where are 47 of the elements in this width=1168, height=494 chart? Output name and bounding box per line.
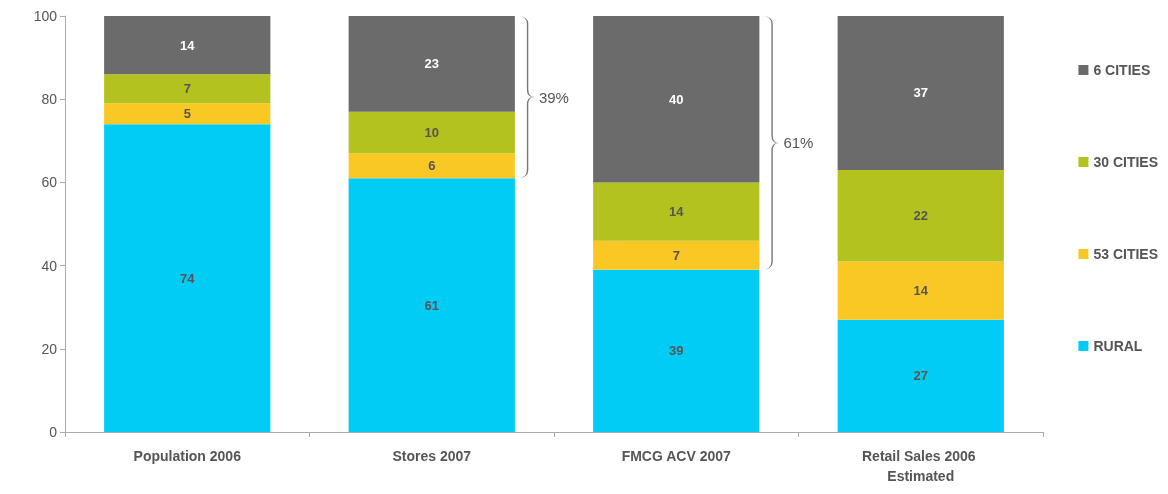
data-label: 22 — [913, 208, 928, 224]
legend-label: 53 CITIES — [1093, 246, 1159, 262]
bar — [104, 124, 271, 432]
bar — [348, 16, 515, 112]
annotation: 39% — [538, 88, 569, 106]
data-label: 10 — [424, 124, 439, 140]
x-tick-label: FMCG ACV 2007 — [621, 448, 732, 464]
data-label: 14 — [180, 37, 196, 53]
data-label: 7 — [672, 247, 680, 263]
y-tick-label: 20 — [41, 340, 58, 357]
bar — [348, 178, 515, 432]
bar — [837, 261, 1004, 320]
legend-label: 6 CITIES — [1093, 62, 1151, 78]
bar — [104, 16, 271, 75]
bar — [104, 103, 271, 125]
bar — [837, 16, 1004, 170]
annotation: 61% — [783, 134, 814, 152]
data-label: 74 — [180, 270, 196, 286]
data-label: 27 — [913, 368, 928, 384]
data-label: 14 — [913, 283, 929, 299]
bar — [593, 269, 760, 432]
bar — [837, 169, 1004, 262]
bar — [104, 74, 271, 104]
data-label: 37 — [913, 85, 928, 101]
y-tick-label: 80 — [41, 91, 58, 108]
data-label: 40 — [669, 91, 684, 107]
data-label: 39 — [669, 343, 684, 359]
x-tick-label: Stores 2007 — [392, 448, 472, 464]
data-label: 14 — [669, 204, 685, 220]
data-label: 23 — [424, 56, 439, 72]
legend-label: 30 CITIES — [1093, 154, 1159, 170]
bar — [348, 111, 515, 154]
bar — [593, 240, 760, 270]
data-label: 6 — [428, 158, 436, 174]
data-label: 7 — [183, 81, 191, 97]
y-tick-label: 60 — [41, 174, 58, 191]
legend-label: RURAL — [1093, 338, 1143, 354]
y-tick-label: 0 — [49, 424, 58, 440]
y-tick-label: 100 — [33, 8, 58, 24]
y-tick-label: 40 — [41, 257, 58, 274]
data-label: 61 — [424, 297, 439, 313]
data-label: 5 — [183, 106, 191, 122]
x-tick-label: Population 2006 — [133, 448, 242, 464]
bar — [837, 319, 1004, 432]
x-tick-label: Retail Sales 2006 Estimated — [861, 448, 980, 484]
bar — [593, 182, 760, 241]
bar — [348, 153, 515, 179]
